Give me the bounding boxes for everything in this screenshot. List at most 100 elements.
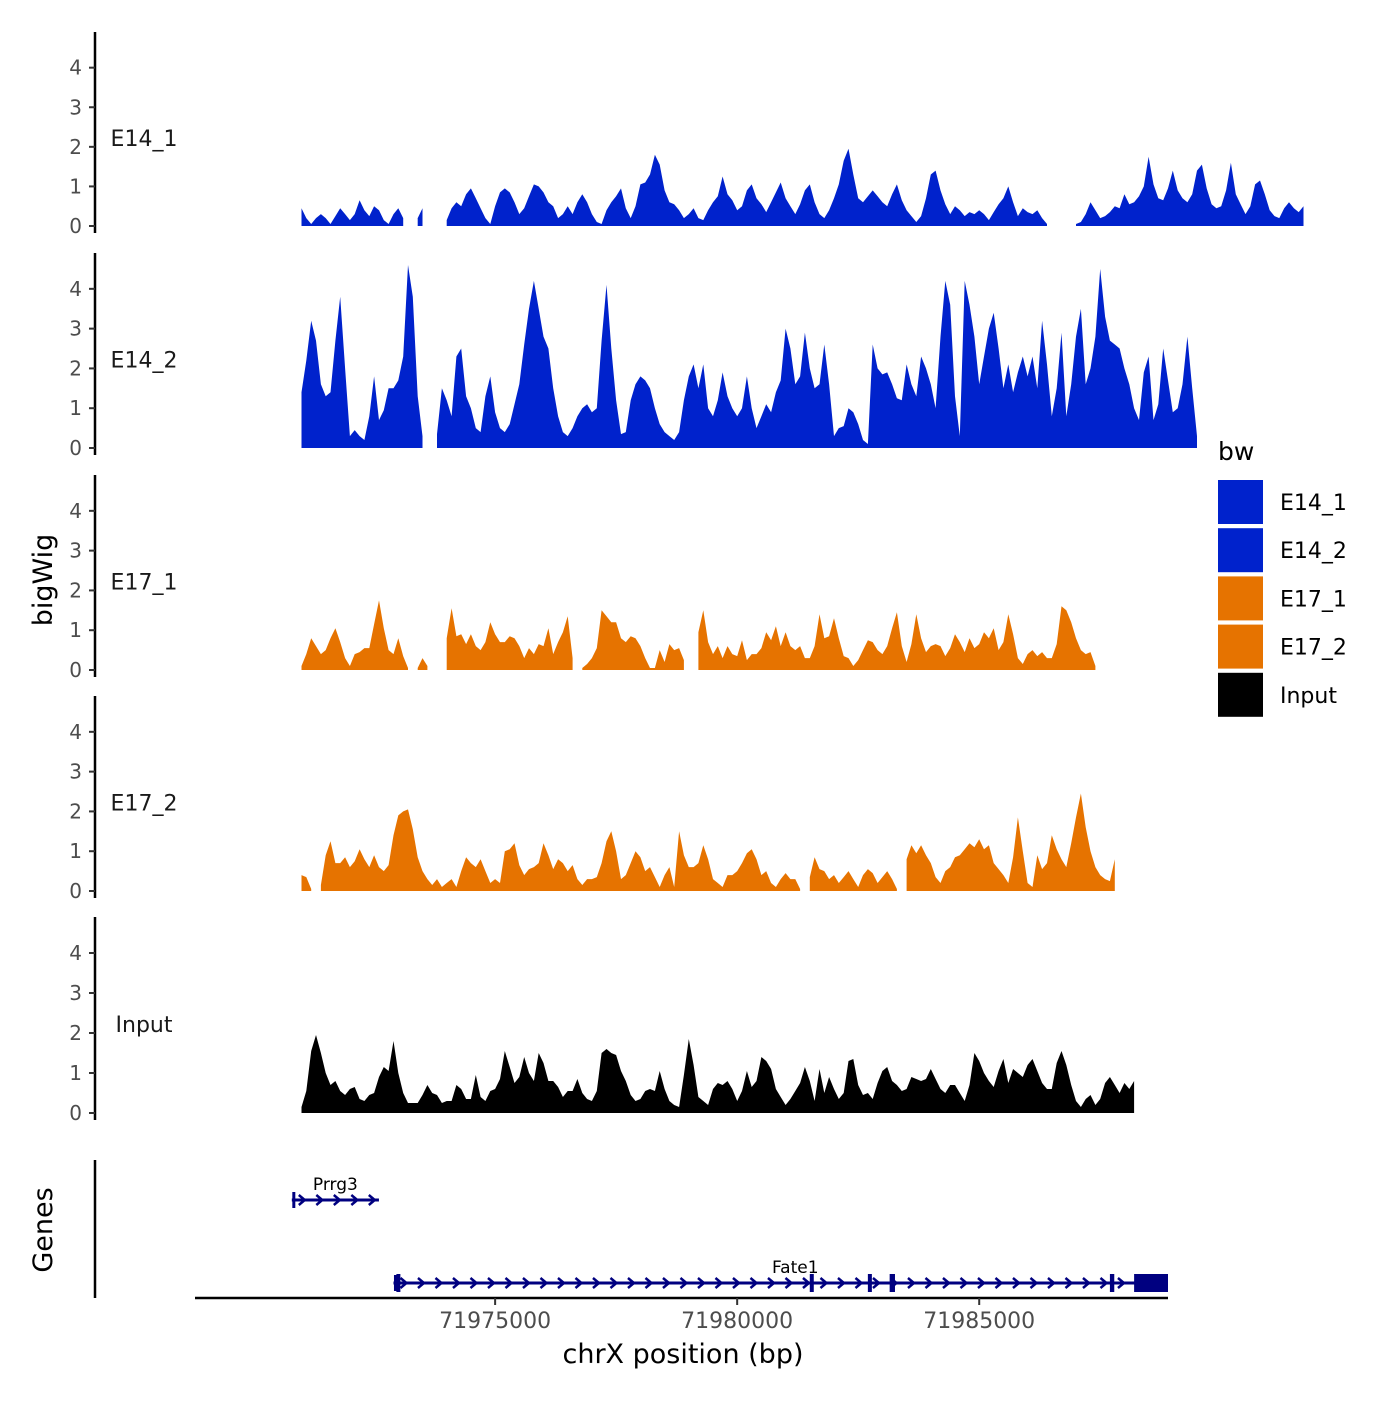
strand-arrow [315, 1194, 325, 1206]
track-E17_2: 0 1 2 3 4 E17_2 [69, 696, 1115, 903]
strand-arrow [732, 1277, 741, 1289]
y-tick-label: 4 [69, 56, 82, 80]
x-tick-label: 71985000 [923, 1309, 1035, 1334]
area-segment [301, 600, 408, 670]
area-segment [698, 606, 1096, 670]
strand-arrow [959, 1277, 969, 1289]
exon [396, 1274, 401, 1292]
area-segment [582, 610, 684, 670]
strand-arrow [714, 1277, 724, 1289]
strand-arrow [469, 1277, 479, 1289]
strand-arrow [802, 1277, 811, 1289]
x-axis-title: chrX position (bp) [562, 1339, 803, 1370]
genes-track: Prrg3 Fate1 [93, 1160, 1168, 1298]
strand-arrow [574, 1277, 584, 1289]
strand-arrow [1047, 1277, 1056, 1289]
legend-label: E17_2 [1280, 636, 1347, 661]
y-tick-label: 1 [69, 396, 82, 420]
legend-entry-Input: Input [1218, 672, 1337, 717]
strand-arrow [1064, 1277, 1074, 1289]
strand-arrow [942, 1277, 951, 1289]
area-segment [301, 265, 423, 448]
track-Input: 0 1 2 3 4 Input [69, 917, 1135, 1125]
legend-label: E14_2 [1280, 539, 1347, 564]
area-segment [301, 875, 312, 891]
legend-entry-E14_1: E14_1 [1218, 480, 1347, 524]
y-tick-label: 4 [69, 720, 82, 744]
strand-arrow [333, 1194, 342, 1206]
legend-swatch [1218, 528, 1263, 573]
y-tick-label: 3 [69, 981, 82, 1005]
strand-arrow [504, 1277, 514, 1289]
area-segment [301, 200, 404, 226]
strand-arrow [609, 1277, 619, 1289]
y-tick-label: 3 [69, 95, 82, 119]
strand-arrow [368, 1194, 377, 1206]
area-segment [809, 857, 897, 891]
strand-arrow [1117, 1277, 1126, 1289]
legend-label: Input [1280, 684, 1337, 709]
strand-arrow [298, 1194, 307, 1206]
legend-entry-E14_2: E14_2 [1218, 528, 1347, 573]
strand-arrow [452, 1277, 461, 1289]
track-label: E14_2 [111, 348, 178, 373]
x-axis: 71975000 71980000 71985000 [195, 1296, 1168, 1334]
strand-arrow [1029, 1277, 1039, 1289]
strand-arrow [434, 1277, 444, 1289]
legend-entry-E17_2: E17_2 [1218, 624, 1347, 669]
y-tick-label: 0 [69, 879, 82, 903]
track-label: E17_1 [111, 570, 178, 595]
y-tick-label: 2 [69, 356, 82, 380]
legend-title: bw [1218, 437, 1254, 466]
y-tick-label: 1 [69, 618, 82, 642]
gene-label: Fate1 [772, 1258, 819, 1278]
strand-arrow [679, 1277, 689, 1289]
y-tick-label: 0 [69, 658, 82, 682]
strand-arrow [977, 1277, 986, 1289]
strand-arrow [1012, 1277, 1021, 1289]
strand-arrow [854, 1277, 864, 1289]
strand-arrow [627, 1277, 636, 1289]
y-tick-label: 1 [69, 174, 82, 198]
area-segment [417, 208, 423, 226]
strand-arrow [872, 1277, 881, 1289]
genes-track-title: Genes [28, 1187, 59, 1272]
strand-arrow [522, 1277, 531, 1289]
y-tick-label: 4 [69, 499, 82, 523]
x-tick-label: 71980000 [681, 1309, 793, 1334]
legend-swatch [1218, 576, 1263, 621]
strand-arrow [994, 1277, 1004, 1289]
legend-label: E14_1 [1280, 491, 1347, 516]
legend-swatch [1218, 480, 1263, 524]
exon-cds [1134, 1274, 1168, 1292]
track-E17_1: 0 1 2 3 4 E17_1 [69, 475, 1096, 682]
strand-arrow [784, 1277, 794, 1289]
strand-arrow [644, 1277, 654, 1289]
legend: bw E14_1 E14_2 E17_1 E17_2 Input [1218, 437, 1347, 717]
strand-arrow [697, 1277, 706, 1289]
area-segment [437, 268, 1197, 448]
y-tick-label: 1 [69, 1061, 82, 1085]
strand-arrow [557, 1277, 566, 1289]
y-tick-label: 2 [69, 135, 82, 159]
strand-arrow [539, 1277, 549, 1289]
y-tick-label: 2 [69, 1021, 82, 1045]
legend-swatch [1218, 624, 1263, 669]
strand-arrow [399, 1277, 409, 1289]
gene-label: Prrg3 [313, 1175, 358, 1195]
strand-arrow [1099, 1277, 1109, 1289]
legend-label: E17_1 [1280, 587, 1347, 612]
area-segment [446, 608, 573, 670]
track-E14_1: 0 1 2 3 4 E14_1 [69, 32, 1304, 238]
exon [867, 1274, 872, 1292]
strand-arrow [1082, 1277, 1091, 1289]
y-tick-label: 3 [69, 317, 82, 341]
y-tick-label: 1 [69, 839, 82, 863]
strand-arrow [662, 1277, 671, 1289]
track-label: E14_1 [111, 127, 178, 152]
strand-arrow [924, 1277, 934, 1289]
strand-arrow [487, 1277, 496, 1289]
strand-arrow [592, 1277, 601, 1289]
